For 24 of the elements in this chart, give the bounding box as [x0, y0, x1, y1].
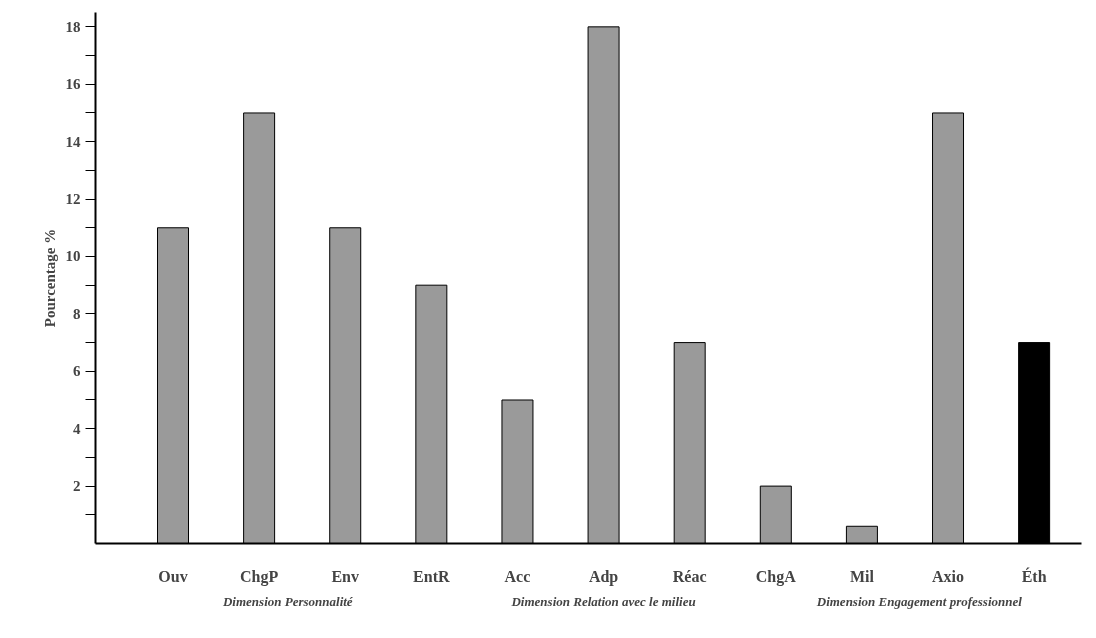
x-tick-label: Éth [1021, 566, 1047, 585]
x-tick-label: Env [331, 567, 360, 585]
x-tick-label: EntR [413, 567, 451, 585]
y-tick-label: 2 [73, 478, 81, 495]
text: Dimension Relation avec le milieu [510, 593, 696, 609]
y-tick-label: 8 [73, 305, 81, 322]
x-tick-label: Acc [504, 567, 531, 585]
y-tick-label: 16 [65, 76, 81, 93]
x-tick-label: Adp [588, 567, 619, 586]
x-tick-label: Réac [672, 567, 707, 585]
y-tick-label: 10 [65, 248, 81, 265]
y-tick-label: 18 [65, 18, 81, 35]
x-tick-label: ChgA [755, 567, 797, 586]
x-tick-label: Mil [849, 567, 875, 585]
text: Dimension Engagement professionnel [815, 593, 1023, 609]
x-tick-label: ChgP [240, 567, 279, 586]
x-tick-label: Axio [932, 567, 965, 585]
y-tick-label: 6 [73, 363, 81, 380]
text: Dimension Personnalité [221, 593, 354, 609]
y-tick-label: 4 [73, 420, 81, 437]
x-tick-label: Ouv [158, 567, 188, 585]
y-tick-label: 12 [65, 191, 81, 208]
y-axis-title: Pourcentage % [41, 228, 58, 328]
y-tick-label: 14 [65, 133, 81, 150]
